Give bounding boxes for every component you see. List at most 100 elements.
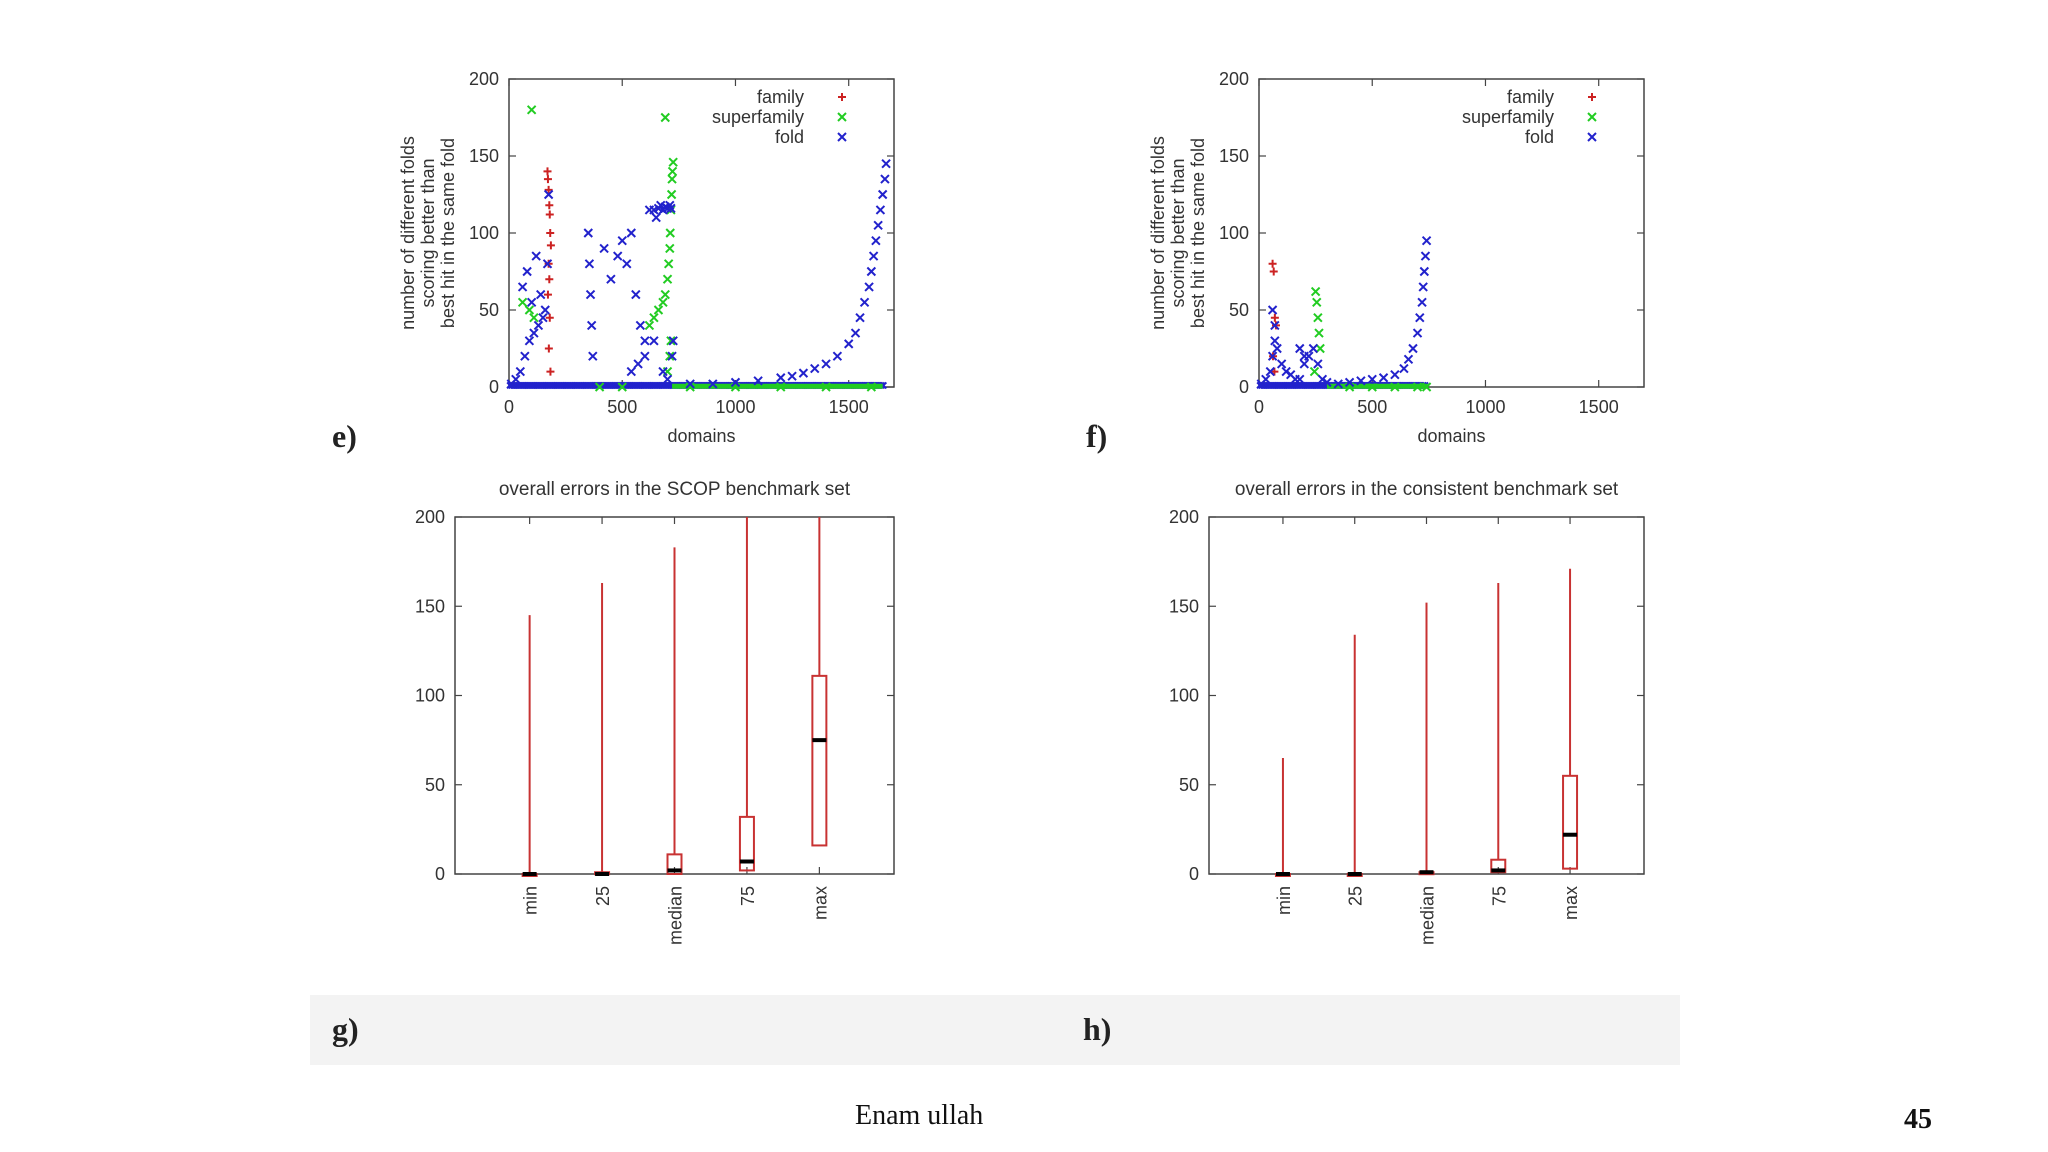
fold-point xyxy=(1418,282,1428,292)
fold-point xyxy=(1267,351,1278,361)
fold-point xyxy=(1333,379,1343,389)
fold-point xyxy=(877,189,888,200)
family-point xyxy=(545,201,554,210)
y-axis-label-line: scoring better than xyxy=(418,158,438,307)
fold-point xyxy=(1412,328,1423,338)
fold-point xyxy=(666,203,676,214)
superfamily-point xyxy=(649,312,659,323)
fold-point xyxy=(873,220,883,231)
superfamily-point xyxy=(667,166,678,177)
family-point xyxy=(545,210,554,219)
fold-point xyxy=(599,243,609,254)
superfamily-point xyxy=(821,382,831,392)
fold-point xyxy=(1270,336,1280,346)
fold-point xyxy=(531,251,541,261)
fold-point xyxy=(866,266,877,277)
x-tick-label: 1500 xyxy=(1579,397,1619,417)
category-label: median xyxy=(666,886,686,945)
fold-point xyxy=(1415,312,1425,323)
fold-point xyxy=(622,259,632,269)
plot-frame xyxy=(1258,78,1645,388)
category-label: max xyxy=(810,886,830,920)
fold-point xyxy=(1295,374,1305,385)
superfamily-point xyxy=(668,157,678,167)
fold-point xyxy=(640,351,650,361)
y-tick-label: 0 xyxy=(1189,864,1199,884)
superfamily-point xyxy=(1390,382,1400,392)
y-tick-label: 150 xyxy=(415,596,445,616)
fold-point xyxy=(810,363,820,374)
fold-point xyxy=(1270,320,1280,331)
y-axis-label-line: best hit in the same fold xyxy=(1188,138,1208,328)
family-point xyxy=(1268,259,1277,268)
chart-title: overall errors in the SCOP benchmark set xyxy=(499,479,851,500)
fold-point xyxy=(658,366,668,377)
legend-label-superfamily: superfamily xyxy=(1462,107,1554,127)
fold-point xyxy=(511,374,521,385)
chart-panel-1: f) 0 50 100 150 200 0 500 1000 1500 domains number … xyxy=(1086,69,1645,454)
fold-point xyxy=(542,259,553,269)
fold-point xyxy=(633,359,643,369)
family-point xyxy=(543,290,552,299)
panel-letter: f) xyxy=(1086,418,1107,454)
legend-label-fold: fold xyxy=(1525,127,1554,147)
family-point xyxy=(544,185,553,194)
family-point xyxy=(543,175,552,184)
box-body xyxy=(1562,774,1579,870)
superfamily-point xyxy=(1421,382,1432,392)
fold-point xyxy=(1408,343,1418,354)
y-tick-label: 200 xyxy=(1169,507,1199,527)
fold-point xyxy=(843,339,854,349)
fold-point xyxy=(787,371,797,381)
fold-point xyxy=(533,320,544,331)
panel-letter: e) xyxy=(332,418,357,454)
x-axis-label: domains xyxy=(667,426,735,446)
legend-marker-superfamily xyxy=(837,112,847,122)
family-point xyxy=(545,275,554,284)
chart-title: overall errors in the consistent benchma… xyxy=(1235,479,1619,500)
fold-point xyxy=(798,368,809,378)
fold-point xyxy=(850,328,861,338)
fold-point xyxy=(776,373,786,383)
x-tick-label: 500 xyxy=(1357,397,1387,417)
fold-point xyxy=(585,289,596,300)
family-point xyxy=(546,229,555,237)
y-tick-label: 0 xyxy=(435,864,445,884)
fold-point xyxy=(1420,251,1431,261)
superfamily-point xyxy=(1367,382,1377,392)
fold-point xyxy=(640,336,650,346)
family-point xyxy=(543,167,552,176)
y-axis-label-line: number of different folds xyxy=(398,136,418,330)
superfamily-point xyxy=(529,312,539,323)
category-label: min xyxy=(521,886,541,915)
family-point xyxy=(546,241,555,250)
superfamily-point xyxy=(1313,312,1323,323)
box-body xyxy=(666,853,683,875)
fold-point xyxy=(1299,351,1309,361)
fold-point xyxy=(875,205,886,215)
fold-point xyxy=(522,266,532,277)
fold-point xyxy=(1390,369,1400,380)
legend-label-fold: fold xyxy=(775,127,804,147)
superfamily-point xyxy=(667,174,677,184)
fold-point xyxy=(626,228,637,238)
fold-point xyxy=(543,189,554,200)
legend-marker-family xyxy=(1588,93,1596,101)
panel-letter: h) xyxy=(1083,1011,1111,1047)
fold-point xyxy=(584,259,595,269)
superfamily-point xyxy=(665,351,675,361)
category-label: min xyxy=(1274,886,1294,915)
fold-point xyxy=(1378,373,1389,383)
superfamily-point xyxy=(666,189,677,200)
fold-point xyxy=(1281,366,1291,377)
y-tick-label: 100 xyxy=(469,223,499,243)
fold-point xyxy=(821,359,831,369)
family-point xyxy=(545,313,554,322)
fold-point xyxy=(583,228,593,238)
fold-point xyxy=(540,305,550,315)
fold-point xyxy=(1308,343,1319,354)
category-label: 25 xyxy=(1346,886,1366,906)
y-tick-label: 150 xyxy=(1169,596,1199,616)
superfamily-point xyxy=(665,228,675,238)
y-tick-label: 150 xyxy=(469,146,499,166)
